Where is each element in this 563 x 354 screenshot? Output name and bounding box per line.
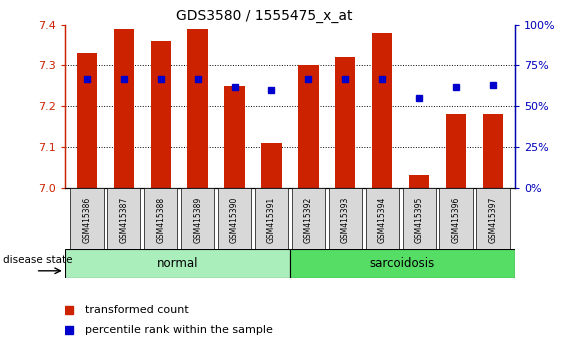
Text: GSM415393: GSM415393	[341, 197, 350, 243]
Bar	[187, 29, 208, 188]
Text: GSM415395: GSM415395	[415, 197, 424, 243]
Bar	[409, 175, 430, 188]
FancyBboxPatch shape	[218, 188, 251, 250]
Text: GSM415397: GSM415397	[489, 197, 498, 243]
Text: normal: normal	[157, 257, 198, 270]
FancyBboxPatch shape	[365, 188, 399, 250]
FancyBboxPatch shape	[255, 188, 288, 250]
FancyBboxPatch shape	[292, 188, 325, 250]
Text: GSM415394: GSM415394	[378, 197, 387, 243]
FancyBboxPatch shape	[144, 188, 177, 250]
Text: GSM415387: GSM415387	[119, 197, 128, 243]
Bar	[77, 53, 97, 188]
FancyBboxPatch shape	[107, 188, 140, 250]
Bar	[65, 249, 290, 278]
FancyBboxPatch shape	[70, 188, 104, 250]
Text: GSM415396: GSM415396	[452, 197, 461, 243]
Text: GSM415391: GSM415391	[267, 197, 276, 243]
Bar	[446, 114, 466, 188]
Bar	[335, 57, 355, 188]
FancyBboxPatch shape	[476, 188, 510, 250]
Bar	[225, 86, 245, 188]
Text: percentile rank within the sample: percentile rank within the sample	[85, 325, 273, 336]
Text: GDS3580 / 1555475_x_at: GDS3580 / 1555475_x_at	[176, 9, 353, 23]
FancyBboxPatch shape	[181, 188, 215, 250]
Text: GSM415386: GSM415386	[82, 197, 91, 243]
Text: GSM415389: GSM415389	[193, 197, 202, 243]
Text: transformed count: transformed count	[85, 305, 189, 315]
Text: disease state: disease state	[3, 255, 73, 265]
Bar	[483, 114, 503, 188]
Bar	[114, 29, 134, 188]
FancyBboxPatch shape	[403, 188, 436, 250]
Text: GSM415392: GSM415392	[304, 197, 313, 243]
FancyBboxPatch shape	[440, 188, 473, 250]
Bar	[372, 33, 392, 188]
FancyBboxPatch shape	[329, 188, 362, 250]
Bar	[290, 249, 515, 278]
Text: GSM415388: GSM415388	[156, 197, 165, 243]
Bar	[261, 143, 282, 188]
Bar	[150, 41, 171, 188]
Text: GSM415390: GSM415390	[230, 197, 239, 243]
Text: sarcoidosis: sarcoidosis	[370, 257, 435, 270]
Bar	[298, 65, 319, 188]
